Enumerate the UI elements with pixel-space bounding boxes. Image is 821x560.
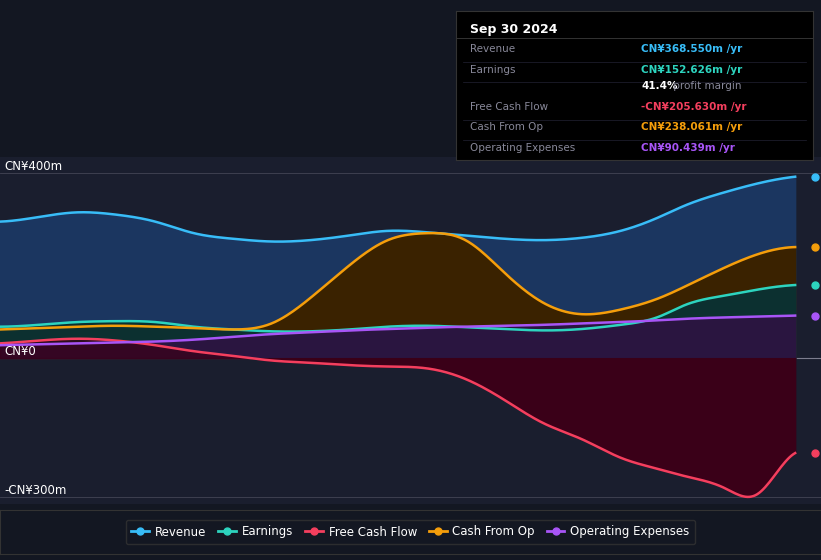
Text: -CN¥205.630m /yr: -CN¥205.630m /yr: [641, 102, 747, 112]
Text: CN¥0: CN¥0: [4, 345, 36, 358]
Text: CN¥238.061m /yr: CN¥238.061m /yr: [641, 123, 743, 133]
Text: CN¥368.550m /yr: CN¥368.550m /yr: [641, 44, 743, 54]
Text: profit margin: profit margin: [670, 81, 741, 91]
Text: Revenue: Revenue: [470, 44, 515, 54]
Text: Earnings: Earnings: [470, 64, 516, 74]
Text: Operating Expenses: Operating Expenses: [470, 143, 576, 153]
Text: Sep 30 2024: Sep 30 2024: [470, 23, 557, 36]
Text: CN¥400m: CN¥400m: [4, 160, 62, 173]
Text: CN¥152.626m /yr: CN¥152.626m /yr: [641, 64, 743, 74]
Text: Cash From Op: Cash From Op: [470, 123, 543, 133]
Text: CN¥90.439m /yr: CN¥90.439m /yr: [641, 143, 736, 153]
Text: 41.4%: 41.4%: [641, 81, 678, 91]
Legend: Revenue, Earnings, Free Cash Flow, Cash From Op, Operating Expenses: Revenue, Earnings, Free Cash Flow, Cash …: [126, 520, 695, 544]
Text: -CN¥300m: -CN¥300m: [4, 484, 67, 497]
Text: Free Cash Flow: Free Cash Flow: [470, 102, 548, 112]
